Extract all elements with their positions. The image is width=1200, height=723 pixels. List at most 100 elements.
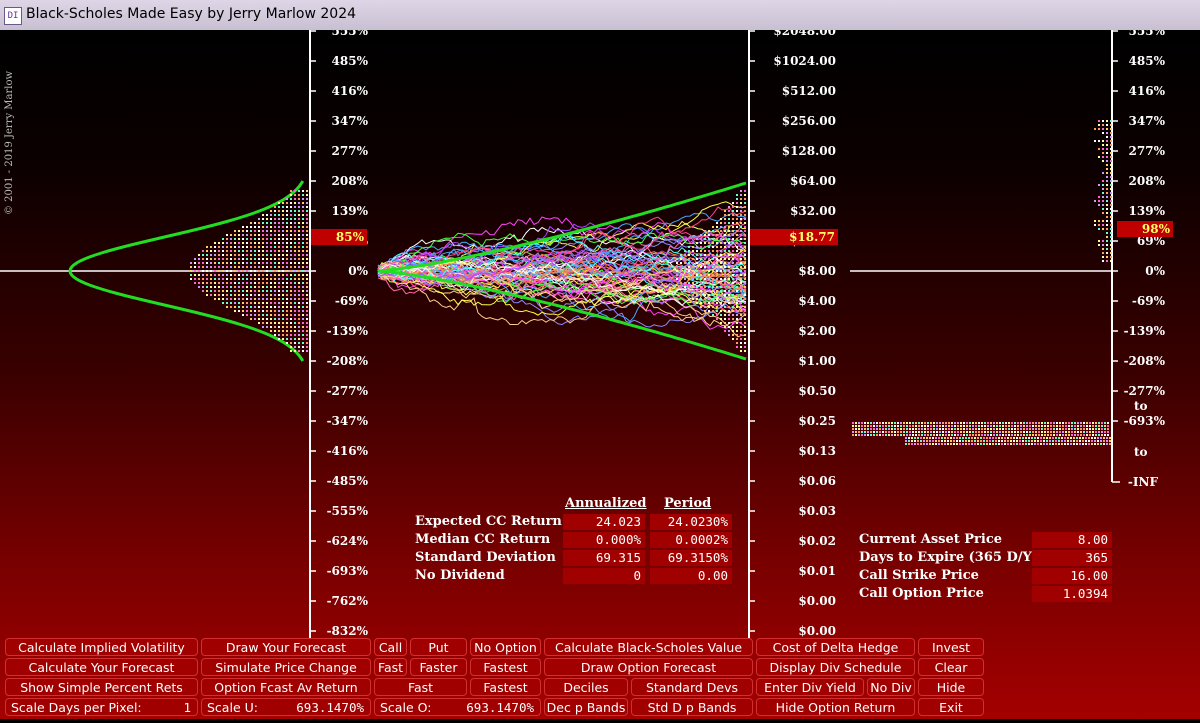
hide-button[interactable]: Hide (918, 678, 984, 696)
middle-axis-tick-label: $0.02 (798, 534, 836, 548)
option-price-value: 1.0394 (1032, 586, 1112, 602)
left-axis-tick-label: -416% (327, 444, 369, 458)
middle-axis-tick-label: $0.00 (798, 594, 836, 608)
std-dev-period: 69.3150% (650, 550, 732, 566)
upper-envelope (377, 181, 747, 273)
right-axis-tick-label: 139% (1129, 204, 1166, 218)
left-marker: 85% (336, 230, 365, 244)
middle-axis-tick-label: $0.25 (798, 414, 836, 428)
fastest-button-2[interactable]: Fastest (470, 678, 541, 696)
dividend-period: 0.00 (650, 568, 732, 584)
calc-implied-vol-button[interactable]: Calculate Implied Volatility (5, 638, 198, 656)
right-axis-to-label: to (1134, 445, 1148, 459)
clear-button[interactable]: Clear (918, 658, 984, 676)
middle-axis-tick-label: $1024.00 (773, 54, 836, 68)
middle-axis-tick-label: $64.00 (790, 174, 836, 188)
right-axis-tick-label: 347% (1129, 114, 1166, 128)
asset-price-value[interactable]: 8.00 (1032, 532, 1112, 548)
dec-p-bands-button[interactable]: Dec p Bands (544, 698, 628, 716)
left-axis-tick-label: 555% (332, 30, 369, 38)
left-axis-tick-label: -624% (327, 534, 369, 548)
price-path (377, 252, 747, 292)
app-icon[interactable]: DI (4, 7, 22, 25)
option-fcast-av-button[interactable]: Option Fcast Av Return (201, 678, 371, 696)
right-axis-tick-label: 416% (1129, 84, 1166, 98)
middle-axis-tick-label: $0.01 (798, 564, 836, 578)
cost-delta-hedge-button[interactable]: Cost of Delta Hedge (756, 638, 915, 656)
middle-axis-tick-label: $2048.00 (773, 30, 836, 38)
middle-axis-tick-label: $4.00 (798, 294, 836, 308)
middle-axis-tick-label: $8.00 (798, 264, 836, 278)
calc-forecast-button[interactable]: Calculate Your Forecast (5, 658, 198, 676)
scale-o-field[interactable]: Scale O: 693.1470% (374, 698, 541, 716)
middle-axis-tick-label: $128.00 (782, 144, 836, 158)
calc-bs-value-button[interactable]: Calculate Black-Scholes Value (544, 638, 753, 656)
right-axis-tick-label: -277% (1124, 384, 1166, 398)
no-div-button[interactable]: No Div (867, 678, 915, 696)
right-marker-box (1117, 221, 1173, 237)
draw-option-forecast-button[interactable]: Draw Option Forecast (544, 658, 753, 676)
option-loss-band (852, 422, 1111, 445)
display-div-schedule-button[interactable]: Display Div Schedule (756, 658, 915, 676)
scale-u-value[interactable]: 693.1470% (296, 700, 364, 715)
right-axis-inf-label: -INF (1128, 475, 1159, 489)
std-d-p-bands-button[interactable]: Std D p Bands (631, 698, 753, 716)
fast-button-1[interactable]: Fast (374, 658, 407, 676)
period-header: Period (664, 496, 712, 511)
expected-return-annual: 24.023 (563, 514, 645, 530)
left-axis-tick-label: 208% (332, 174, 369, 188)
middle-axis-tick-label: $32.00 (790, 204, 836, 218)
right-axis-tick-label: -139% (1124, 324, 1166, 338)
price-path (377, 222, 747, 278)
simulation-canvas[interactable]: 555% 485% 416% 347% 277% 208% 139% 69% 0% -69% -13… (0, 24, 1200, 719)
invest-button[interactable]: Invest (918, 638, 984, 656)
standard-devs-button[interactable]: Standard Devs (631, 678, 753, 696)
left-axis-tick-label: 485% (332, 54, 369, 68)
left-axis-tick-label: -347% (327, 414, 369, 428)
right-axis-tick-label: 277% (1129, 144, 1166, 158)
left-axis-tick-label: 139% (332, 204, 369, 218)
days-to-expire-value[interactable]: 365 (1032, 550, 1112, 566)
return-stats-panel: Annualized Period Expected CC Return 24.… (410, 496, 735, 586)
option-panel: Current Asset Price 8.00 Days to Expire … (855, 532, 1120, 606)
window-title: Black-Scholes Made Easy by Jerry Marlow … (26, 6, 357, 22)
no-option-button[interactable]: No Option (470, 638, 541, 656)
exit-button[interactable]: Exit (918, 698, 984, 716)
middle-axis-tick-label: $2.00 (798, 324, 836, 338)
middle-axis-tick-label: $0.13 (798, 444, 836, 458)
lower-envelope (377, 269, 747, 361)
scale-o-value[interactable]: 693.1470% (466, 700, 534, 715)
deciles-button[interactable]: Deciles (544, 678, 628, 696)
scale-days-field[interactable]: Scale Days per Pixel: 1 (5, 698, 198, 716)
annualized-header: Annualized (565, 496, 647, 511)
median-return-annual: 0.000% (563, 532, 645, 548)
left-axis-tick-label: -485% (327, 474, 369, 488)
call-button[interactable]: Call (374, 638, 407, 656)
strike-price-value[interactable]: 16.00 (1032, 568, 1112, 584)
option-price-label: Call Option Price (859, 586, 984, 601)
price-path (377, 212, 747, 275)
price-path (377, 263, 747, 307)
fast-button-2[interactable]: Fast (374, 678, 467, 696)
right-axis-tick-label: 555% (1129, 30, 1166, 38)
scale-u-field[interactable]: Scale U: 693.1470% (201, 698, 371, 716)
middle-axis-tick-label: $0.06 (798, 474, 836, 488)
left-axis-tick-label: -762% (327, 594, 369, 608)
dividend-annual: 0 (563, 568, 645, 584)
title-bar: DI Black-Scholes Made Easy by Jerry Marl… (0, 0, 1200, 31)
copyright-text: © 2001 - 2019 Jerry Marlow (4, 70, 15, 215)
days-to-expire-label: Days to Expire (365 D/Y) (859, 550, 1038, 565)
median-return-period: 0.0002% (650, 532, 732, 548)
faster-button[interactable]: Faster (410, 658, 467, 676)
enter-div-yield-button[interactable]: Enter Div Yield (756, 678, 864, 696)
put-button[interactable]: Put (410, 638, 467, 656)
median-return-label: Median CC Return (415, 532, 551, 547)
hide-option-return-button[interactable]: Hide Option Return (756, 698, 915, 716)
draw-forecast-button[interactable]: Draw Your Forecast (201, 638, 371, 656)
scale-days-value[interactable]: 1 (183, 700, 191, 715)
dividend-label: No Dividend (415, 568, 505, 583)
price-path (377, 253, 747, 286)
show-simple-percent-button[interactable]: Show Simple Percent Rets (5, 678, 198, 696)
simulate-price-button[interactable]: Simulate Price Change (201, 658, 371, 676)
fastest-button-1[interactable]: Fastest (470, 658, 541, 676)
